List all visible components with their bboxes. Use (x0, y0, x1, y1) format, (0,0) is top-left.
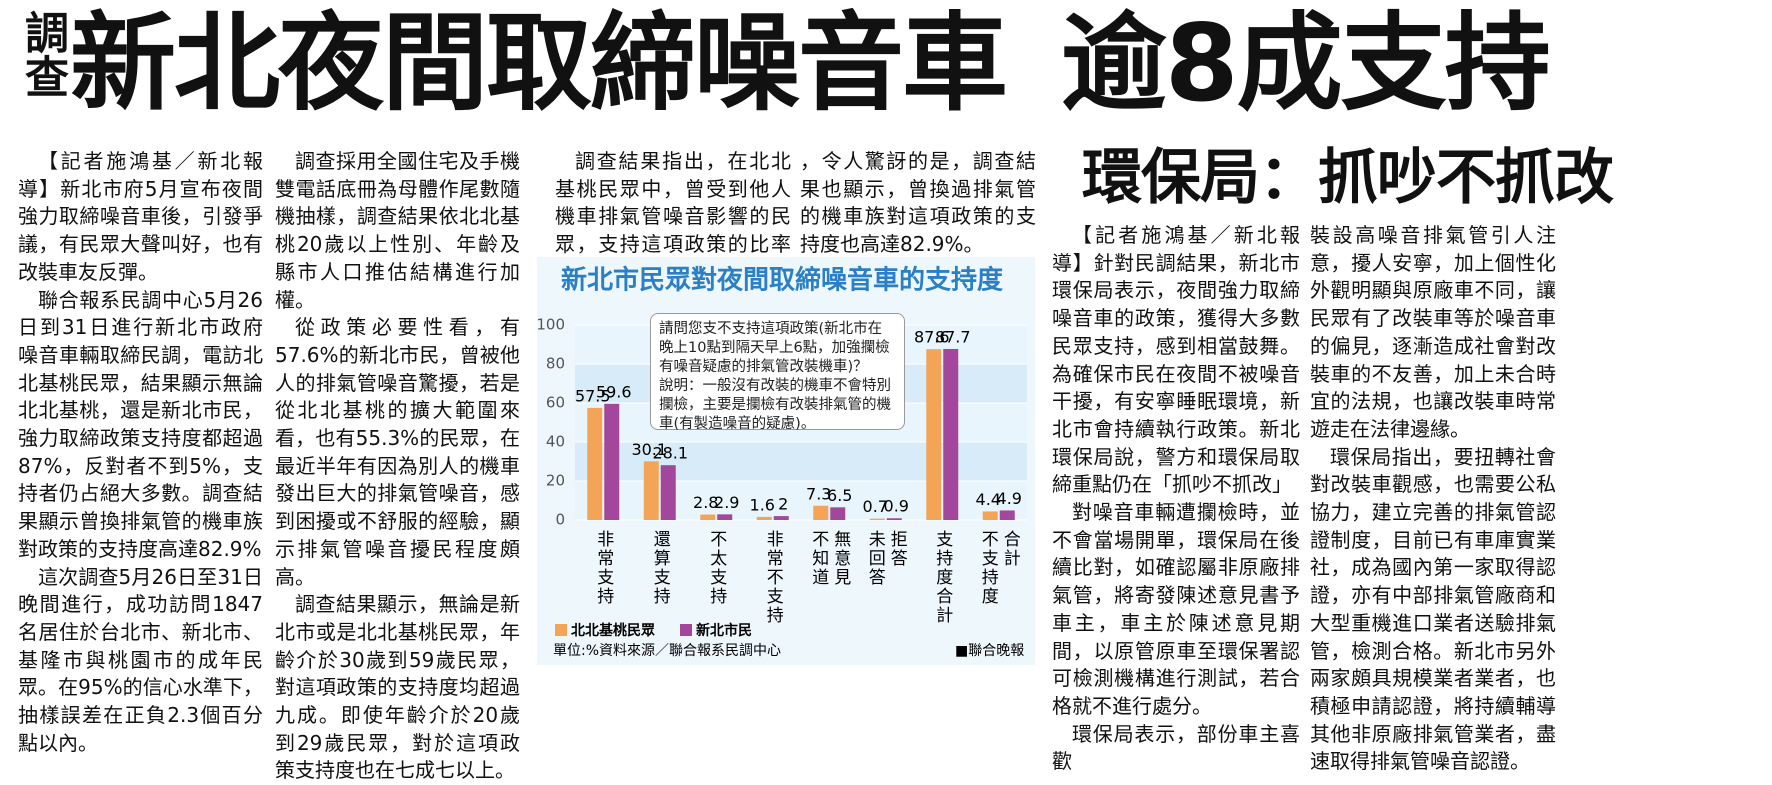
annotation: 請問您支不支持這項政策(新北市在晚上10點到隔天早上6點，加強攔檢有噪音疑慮的排… (659, 321, 890, 375)
bar (773, 516, 789, 520)
bar (660, 465, 676, 520)
y-tick-label: 100 (537, 316, 565, 334)
source: 資料來源／聯合報系民調中心 (599, 643, 781, 659)
value-label: 87.7 (935, 327, 971, 346)
x-tick-label: 非常支持 (593, 530, 614, 606)
credit: ■聯合晚報 (955, 643, 1024, 659)
side-headline: 環保局：抓吵不抓改 (1082, 143, 1614, 213)
value-label: 4.4 (976, 490, 1001, 509)
bar (717, 514, 733, 520)
annotation: 說明：一般沒有改裝的機車不會特別攔檢，主要是攔檢有改裝排氣管的機車(有製造噪音的… (659, 378, 891, 430)
chart: 新北市民眾對夜間取締噪音車的支持度 請問您支不支持這項政策(新北市在晚上10點到… (537, 257, 1035, 665)
bar (830, 507, 846, 520)
paragraph: 聯合報系民調中心5月26日到31日進行新北市政府噪音車輛取締民調，電訪北北基桃民… (18, 287, 263, 561)
paragraph: 【記者施鴻基／新北報導】針對民調結果，新北市環保局表示，夜間強力取締噪音車的政策… (1052, 223, 1300, 497)
paragraph: 【記者施鴻基／新北報導】新北市府5月宣布夜間強力取締噪音車後，引發爭議，有民眾大… (18, 149, 263, 284)
value-label: 59.6 (596, 382, 632, 401)
band (575, 481, 1027, 520)
legend-label: 北北基桃民眾 (571, 622, 655, 639)
value-label: 4.9 (997, 489, 1022, 508)
y-tick-label: 0 (555, 511, 565, 529)
bar (604, 403, 620, 520)
paragraph: 環保局表示，部份車主喜歡 (1052, 721, 1300, 774)
paragraph: ，令人驚訝的是，調查結果也顯示，曾換過排氣管的機車族對這項政策的支持度也高達82… (800, 149, 1036, 257)
x-tick-label: 還算支持 (650, 530, 671, 606)
x-tick-label: 不支持度 (978, 530, 999, 606)
x-tick-label: 非常不支持 (763, 530, 784, 625)
bar (999, 510, 1015, 520)
y-tick-label: 40 (546, 433, 565, 451)
unit: 單位:% (553, 643, 599, 659)
value-label: 57.5 (575, 386, 611, 405)
bar (943, 348, 959, 520)
bar (643, 461, 659, 520)
value-label: 6.5 (827, 486, 852, 505)
y-tick-label: 60 (546, 394, 565, 412)
bar (587, 407, 603, 520)
value-label: 1.6 (750, 495, 775, 514)
side-column: 裝設高噪音排氣管引人注意，擾人安寧，加上個性化外觀明顯與原廠車不同，讓民眾有了改… (1310, 222, 1556, 776)
legend-label: 新北市民 (696, 622, 752, 639)
value-label: 28.1 (652, 444, 688, 463)
headline: 新北夜間取締噪音車 逾8成支持 (70, 2, 1551, 125)
y-tick-label: 80 (546, 355, 565, 373)
x-tick-label: 無意見 (830, 530, 851, 587)
bar (982, 511, 998, 520)
paragraph: 調查結果顯示，無論是新北市或是北北基桃民眾，年齡介於30歲到59歲民眾，對這項政… (275, 592, 520, 783)
article-column: 調查採用全國住宅及手機雙電話底冊為母體作尾數隨機抽樣，調查結果依北北基桃20歲以… (275, 148, 520, 785)
value-label: 2.9 (714, 493, 739, 512)
page: 調查 新北夜間取締噪音車 逾8成支持 【記者施鴻基／新北報導】新北市府5月宣布夜… (17, 2, 1614, 783)
legend-swatch (680, 624, 692, 636)
bar (756, 516, 772, 520)
x-tick-label: 合計 (1000, 530, 1021, 568)
article-column: ，令人驚訝的是，調查結果也顯示，曾換過排氣管的機車族對這項政策的支持度也高達82… (800, 148, 1036, 259)
paragraph: 從政策必要性看，有57.6%的新北市民，曾被他人的排氣管噪音驚擾，若是從北北基桃… (275, 315, 520, 589)
bar (869, 518, 885, 520)
side-column: 【記者施鴻基／新北報導】針對民調結果，新北市環保局表示，夜間強力取締噪音車的政策… (1052, 222, 1300, 776)
paragraph: 裝設高噪音排氣管引人注意，擾人安寧，加上個性化外觀明顯與原廠車不同，讓民眾有了改… (1310, 223, 1556, 441)
legend-swatch (555, 624, 567, 636)
value-label: 2 (778, 495, 788, 514)
x-tick-label: 支持度合計 (932, 530, 953, 625)
y-tick-label: 20 (546, 472, 565, 490)
x-tick-label: 不知道 (808, 530, 829, 587)
paragraph: 這次調查5月26日至31日晚間進行，成功訪問1847名居住於台北市、新北市、基隆… (18, 564, 263, 755)
article-column: 【記者施鴻基／新北報導】新北市府5月宣布夜間強力取締噪音車後，引發爭議，有民眾大… (18, 148, 263, 757)
bar (926, 349, 942, 520)
annotation-box: 請問您支不支持這項政策(新北市在晚上10點到隔天早上6點，加強攔檢有噪音疑慮的排… (650, 313, 905, 430)
value-label: 30.1 (631, 440, 667, 459)
chart-title: 新北市民眾對夜間取締噪音車的支持度 (561, 265, 1003, 296)
paragraph: 調查採用全國住宅及手機雙電話底冊為母體作尾數隨機抽樣，調查結果依北北基桃20歲以… (275, 149, 520, 312)
bar (813, 505, 829, 520)
x-tick-label: 不太支持 (706, 530, 727, 606)
bar (886, 518, 902, 520)
x-tick-label: 未回答 (865, 530, 886, 587)
x-tick-label: 拒答 (887, 530, 908, 568)
bar (700, 514, 716, 520)
value-label: 0.7 (863, 497, 888, 516)
headline-tag: 調查 (17, 10, 68, 98)
value-label: 2.8 (693, 493, 718, 512)
paragraph: 環保局指出，要扭轉社會對改裝車觀感，也需要公私協力，建立完善的排氣管認證制度，目… (1310, 444, 1556, 774)
value-label: 87.6 (914, 328, 950, 347)
value-label: 0.9 (884, 497, 909, 516)
paragraph: 對噪音車輛遭攔檢時，並不會當場開單，環保局在後續比對，如確認屬非原廠排氣管，將寄… (1052, 500, 1300, 718)
value-label: 7.3 (806, 484, 831, 503)
